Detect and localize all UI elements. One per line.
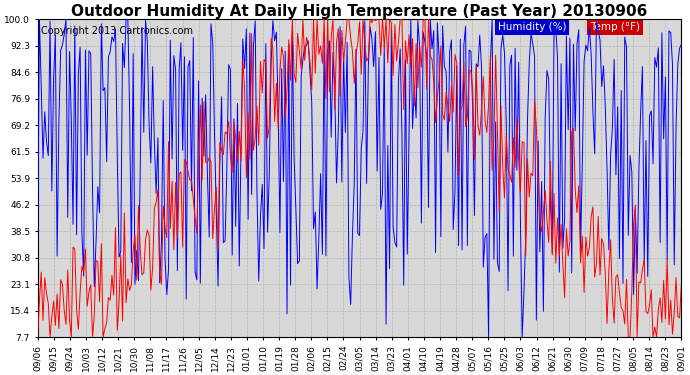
Text: Humidity (%): Humidity (%) [498, 22, 566, 32]
Title: Outdoor Humidity At Daily High Temperature (Past Year) 20130906: Outdoor Humidity At Daily High Temperatu… [71, 4, 648, 19]
Text: Temp (°F): Temp (°F) [590, 22, 640, 32]
Text: Copyright 2013 Cartronics.com: Copyright 2013 Cartronics.com [41, 26, 193, 36]
